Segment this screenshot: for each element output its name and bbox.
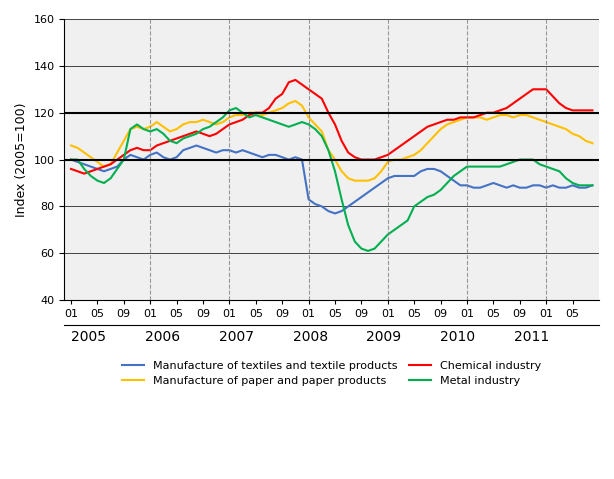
Manufacture of paper and paper products	[292, 98, 299, 104]
Manufacture of paper and paper products	[437, 126, 445, 132]
Metal industry	[68, 157, 75, 162]
Metal industry	[543, 164, 550, 170]
Chemical industry	[417, 128, 424, 134]
Metal industry	[417, 199, 424, 205]
Metal industry	[364, 248, 371, 254]
Chemical industry	[543, 86, 550, 92]
Line: Chemical industry: Chemical industry	[71, 80, 593, 173]
Manufacture of textiles and textile products	[193, 143, 200, 148]
Metal industry	[437, 187, 445, 193]
Manufacture of paper and paper products	[351, 178, 359, 183]
Manufacture of paper and paper products	[589, 140, 596, 146]
Chemical industry	[292, 77, 299, 83]
Manufacture of paper and paper products	[417, 148, 424, 153]
Manufacture of textiles and textile products	[589, 182, 596, 188]
Metal industry	[232, 105, 239, 111]
Manufacture of paper and paper products	[543, 119, 550, 125]
Manufacture of textiles and textile products	[437, 169, 445, 174]
Chemical industry	[437, 119, 445, 125]
Legend: Manufacture of textiles and textile products, Manufacture of paper and paper pro: Manufacture of textiles and textile prod…	[118, 356, 546, 391]
Metal industry	[589, 182, 596, 188]
Manufacture of paper and paper products	[68, 143, 75, 148]
Chemical industry	[397, 143, 405, 148]
Metal industry	[397, 222, 405, 228]
Manufacture of textiles and textile products	[68, 157, 75, 162]
Chemical industry	[391, 148, 398, 153]
Line: Metal industry: Metal industry	[71, 108, 593, 251]
Metal industry	[305, 122, 313, 127]
Manufacture of textiles and textile products	[543, 185, 550, 191]
Manufacture of textiles and textile products	[397, 173, 405, 179]
Manufacture of textiles and textile products	[332, 211, 339, 217]
Manufacture of paper and paper products	[305, 114, 313, 120]
Line: Manufacture of textiles and textile products: Manufacture of textiles and textile prod…	[71, 146, 593, 214]
Y-axis label: Index (2005=100): Index (2005=100)	[15, 103, 28, 217]
Manufacture of textiles and textile products	[391, 173, 398, 179]
Manufacture of textiles and textile products	[305, 196, 313, 202]
Manufacture of paper and paper products	[391, 157, 398, 162]
Chemical industry	[311, 91, 319, 97]
Chemical industry	[68, 166, 75, 172]
Metal industry	[391, 227, 398, 233]
Chemical industry	[80, 171, 88, 176]
Line: Manufacture of paper and paper products: Manufacture of paper and paper products	[71, 101, 593, 181]
Manufacture of paper and paper products	[397, 157, 405, 162]
Manufacture of textiles and textile products	[417, 169, 424, 174]
Chemical industry	[589, 107, 596, 113]
